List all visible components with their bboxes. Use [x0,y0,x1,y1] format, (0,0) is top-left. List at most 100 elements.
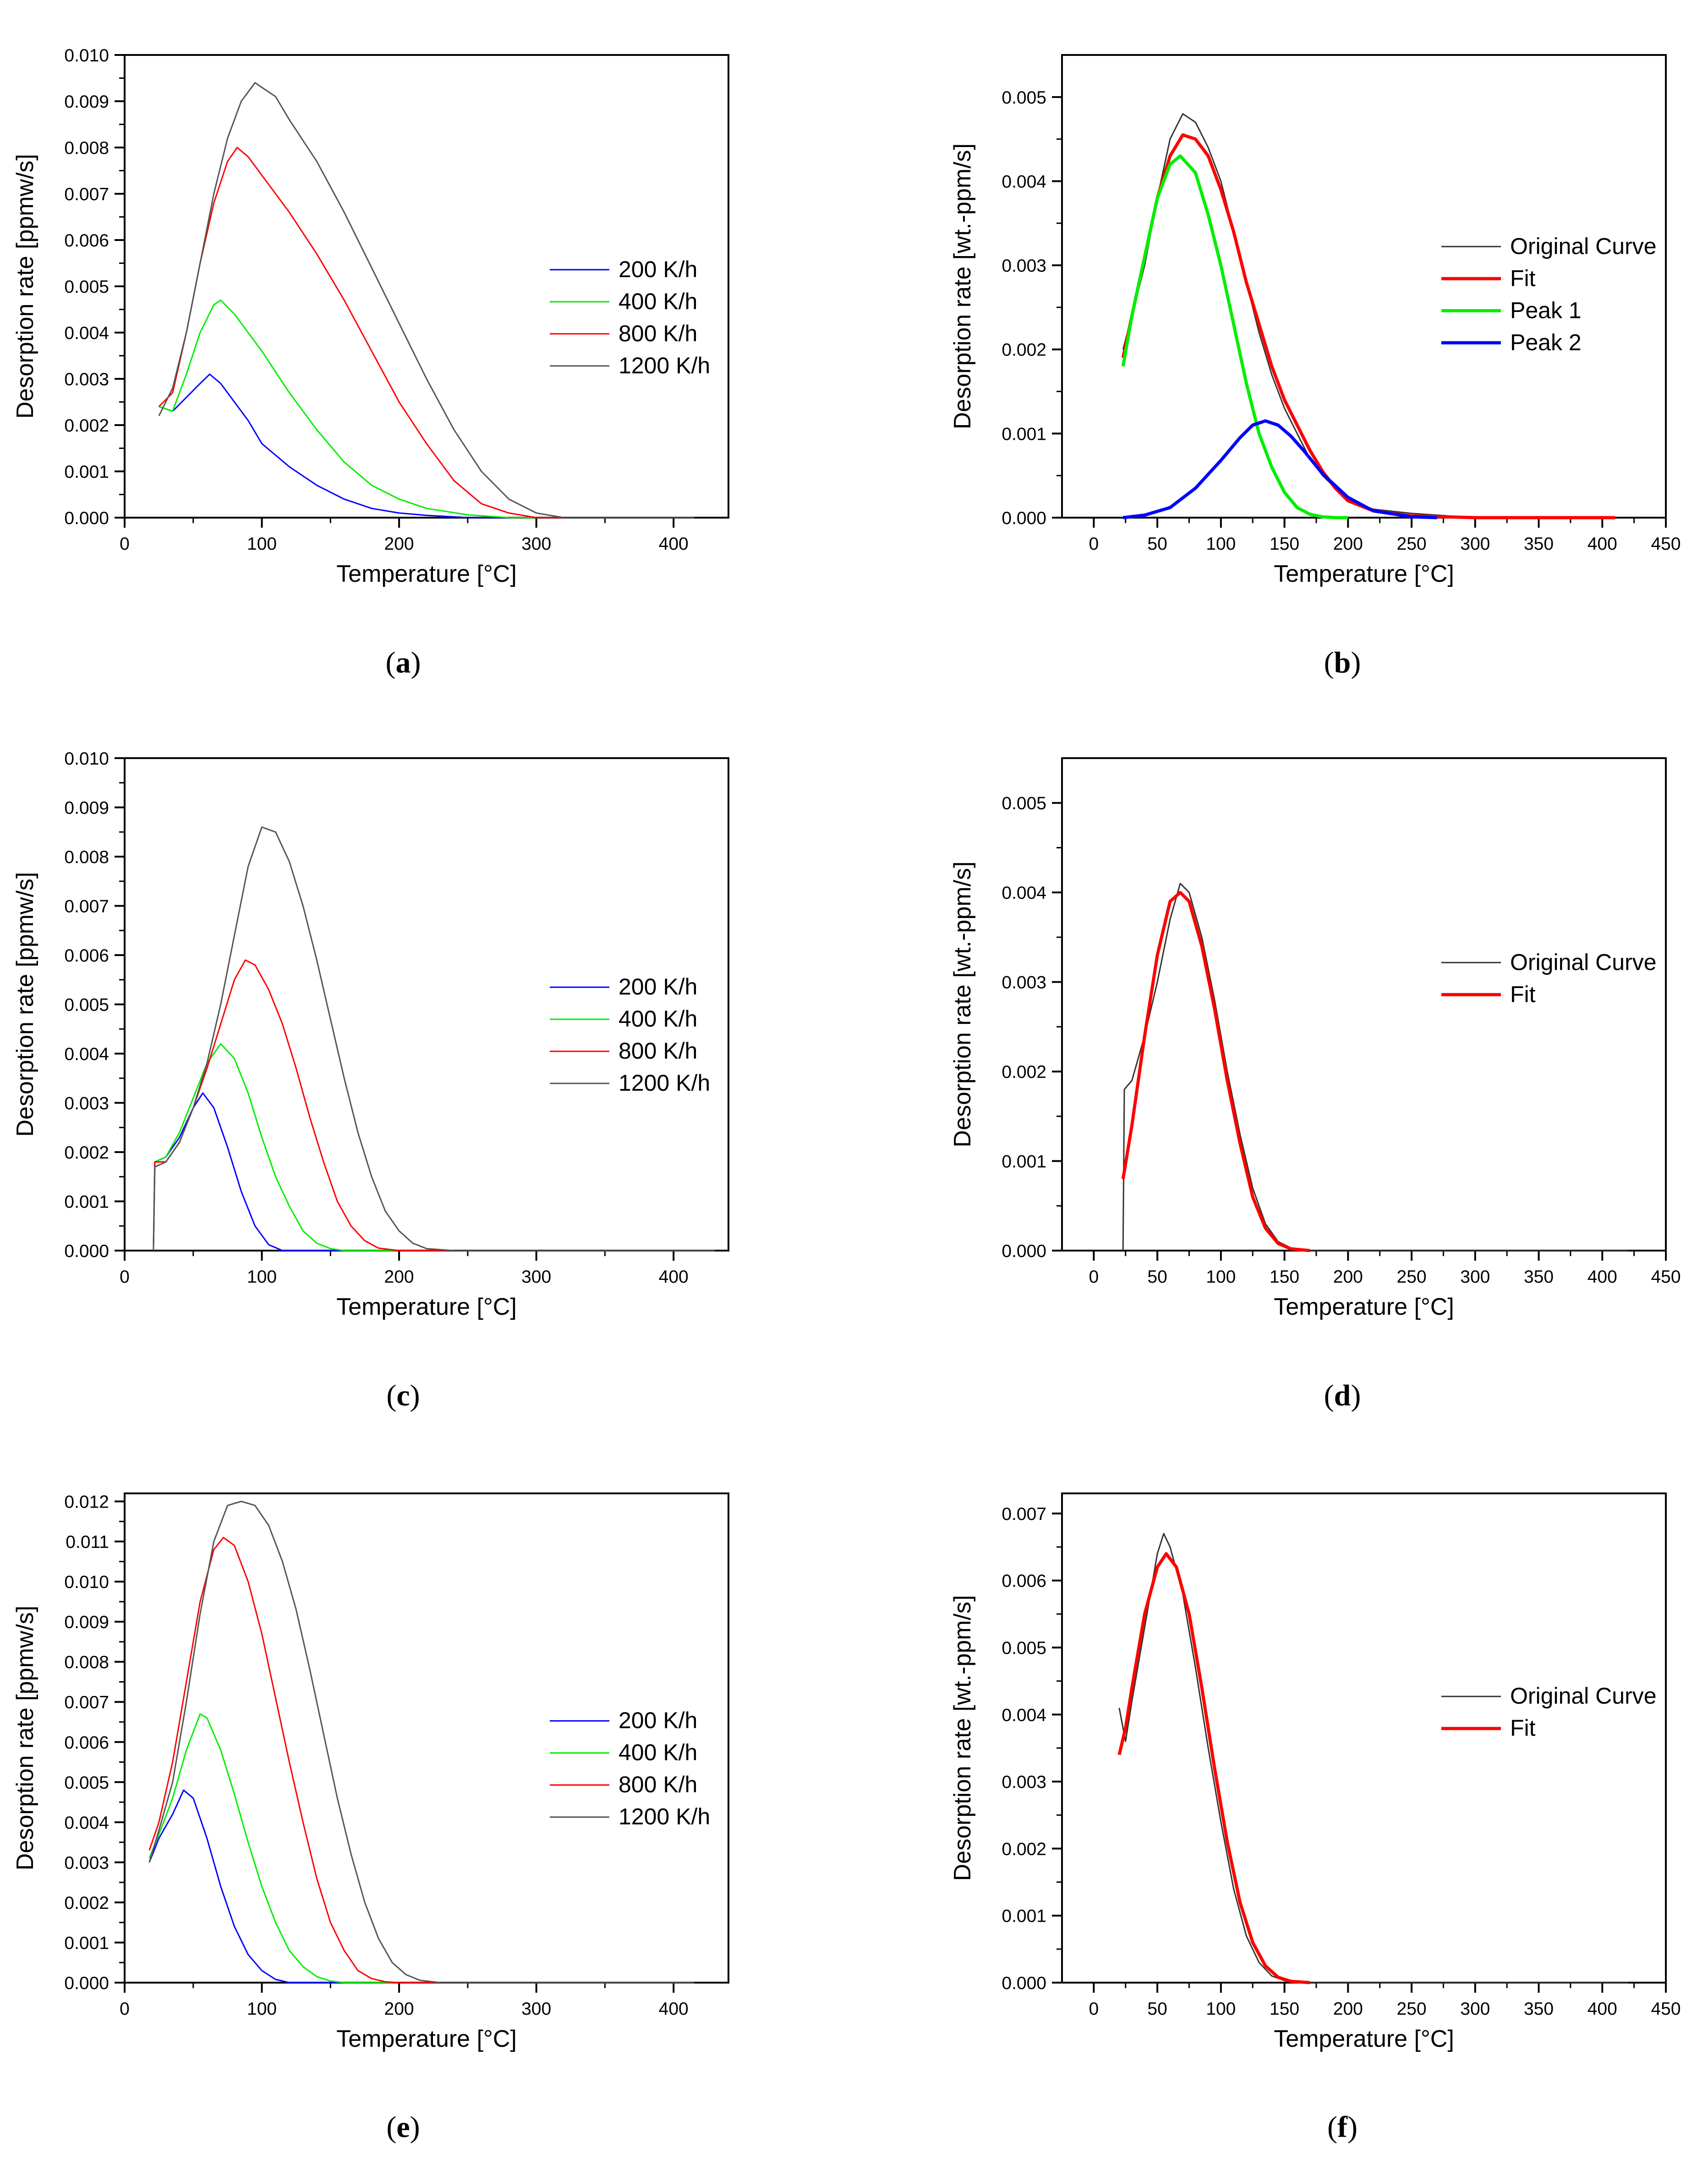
y-tick-label: 0.003 [64,370,109,389]
y-axis-title: Desorption rate [wt.-ppm/s] [949,1595,976,1881]
legend-label: 400 K/h [619,1740,697,1765]
y-tick-label: 0.009 [64,798,109,818]
x-tick-label: 150 [1270,1267,1299,1287]
y-tick-label: 0.001 [1002,1907,1046,1926]
y-tick-label: 0.000 [64,508,109,528]
series-line-800-k-h [158,147,695,519]
chart-panel-b: 0 50 100 150 200 250 300 350 400 450 0.000 0.001 0.0… [949,54,1681,679]
x-tick-label: 0 [1089,1999,1099,2019]
legend-label: 800 K/h [619,1772,697,1798]
legend-label: 1200 K/h [619,353,710,378]
legend-label: Original Curve [1510,1683,1657,1709]
y-tick-label: 0.002 [64,416,109,436]
legend-label: 800 K/h [619,321,697,346]
panel-label: (c) [386,1379,420,1412]
legend-label: Fit [1510,1715,1536,1741]
x-axis-title: Temperature [°C] [1274,561,1454,587]
y-tick-label: 0.002 [1002,1839,1046,1859]
legend-label: Fit [1510,265,1536,291]
y-tick-label: 0.006 [64,231,109,251]
x-tick-label: 400 [659,534,689,554]
x-tick-label: 400 [1588,1267,1617,1287]
y-tick-label: 0.000 [64,1241,109,1261]
y-tick-label: 0.006 [1002,1571,1046,1591]
panel-label: (b) [1324,646,1361,679]
y-tick-label: 0.010 [64,46,109,66]
y-tick-label: 0.004 [1002,1705,1046,1725]
y-tick-label: 0.002 [1002,1062,1046,1082]
y-tick-label: 0.001 [64,1933,109,1953]
y-axis-title: Desorption rate [ppmw/s] [12,154,38,419]
series-line-800-k-h [148,1536,695,1984]
x-tick-label: 200 [1333,1999,1363,2019]
plot-frame [1061,54,1667,519]
x-tick-label: 200 [1333,534,1363,554]
x-tick-label: 0 [120,534,130,554]
x-tick-label: 250 [1397,1999,1427,2019]
legend-label: Fit [1510,981,1536,1007]
x-tick-label: 400 [659,1999,689,2019]
x-tick-label: 200 [384,1999,414,2019]
series-line-400-k-h [153,1043,715,1252]
y-tick-label: 0.008 [64,138,109,158]
y-tick-label: 0.010 [64,1573,109,1592]
x-tick-label: 300 [1460,534,1490,554]
panel-label: (a) [386,646,421,679]
x-tick-label: 350 [1524,1999,1554,2019]
y-tick-label: 0.005 [1002,88,1046,108]
chart-panel-c: 0 100 200 300 400 0.000 0.001 0.002 0.003 0.004 0.… [12,749,729,1412]
x-tick-label: 450 [1651,534,1681,554]
chart-panel-d: 0 50 100 150 200 250 300 350 400 450 0.000 0.001 0.0… [949,757,1681,1412]
y-tick-label: 0.007 [64,185,109,204]
series-line-original-curve [1122,883,1628,1252]
y-tick-label: 0.004 [64,1044,109,1064]
x-tick-label: 200 [384,1267,414,1287]
series-line-800-k-h [153,959,715,1252]
series-line-fit [1121,133,1615,519]
y-tick-label: 0.008 [64,1653,109,1673]
x-tick-label: 400 [659,1267,689,1287]
y-tick-label: 0.003 [64,1853,109,1873]
legend-label: 200 K/h [619,974,697,1000]
y-tick-label: 0.010 [64,749,109,769]
series-line-200-k-h [148,1789,695,1984]
x-tick-label: 200 [384,534,414,554]
y-tick-label: 0.008 [64,847,109,867]
series-line-original-curve [1118,1533,1628,1984]
x-tick-label: 150 [1270,1999,1299,2019]
y-tick-label: 0.007 [64,1693,109,1712]
x-tick-label: 200 [1333,1267,1363,1287]
y-tick-label: 0.005 [1002,1638,1046,1658]
y-axis-title: Desorption rate [wt.-ppm/s] [949,861,976,1147]
x-tick-label: 350 [1524,1267,1554,1287]
x-axis-title: Temperature [°C] [336,2026,517,2052]
y-tick-label: 0.002 [64,1143,109,1163]
y-tick-label: 0.000 [1002,508,1046,528]
x-tick-label: 50 [1147,534,1167,554]
y-tick-label: 0.000 [1002,1973,1046,1993]
y-tick-label: 0.003 [1002,256,1046,276]
series-line-fit [1121,891,1310,1252]
y-tick-label: 0.002 [1002,340,1046,360]
x-tick-label: 300 [1460,1999,1490,2019]
x-tick-label: 300 [1460,1267,1490,1287]
y-tick-label: 0.003 [1002,973,1046,993]
x-tick-label: 100 [1206,534,1236,554]
y-tick-label: 0.012 [64,1492,109,1512]
series-line-400-k-h [148,1713,695,1984]
x-tick-label: 50 [1147,1267,1167,1287]
legend-label: 400 K/h [619,289,697,314]
y-tick-label: 0.004 [64,1813,109,1833]
panel-label: (d) [1324,1379,1361,1412]
y-axis-title: Desorption rate [ppmw/s] [12,872,38,1137]
plot-frame [124,757,729,1252]
y-tick-label: 0.006 [64,1733,109,1753]
legend-label: Peak 1 [1510,297,1582,323]
series-line-200-k-h [153,1092,715,1252]
y-tick-label: 0.004 [1002,172,1046,191]
x-tick-label: 450 [1651,1999,1681,2019]
series-line-1200-k-h [148,1501,695,1984]
x-tick-label: 100 [1206,1267,1236,1287]
x-tick-label: 400 [1588,534,1617,554]
y-tick-label: 0.001 [64,1192,109,1212]
